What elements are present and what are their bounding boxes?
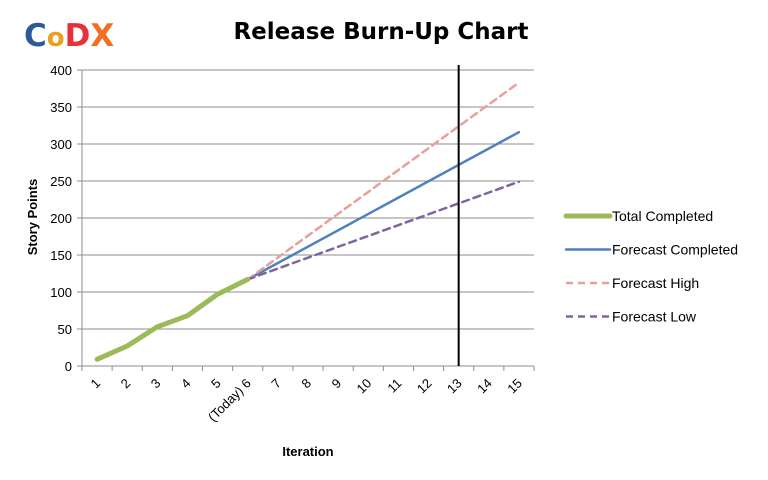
x-tick-label: 11 <box>384 376 404 396</box>
y-tick-label: 400 <box>50 63 72 78</box>
x-tick-label: 3 <box>148 376 164 392</box>
legend-label: Total Completed <box>612 208 713 224</box>
codx-logo: CoDX <box>24 18 114 54</box>
legend: Total Completed Forecast Completed Forecas… <box>563 208 738 325</box>
x-axis-title: Iteration <box>282 444 333 459</box>
x-tick-label: 12 <box>414 376 435 397</box>
x-tick-label: 7 <box>268 376 284 392</box>
x-tick-label: 8 <box>298 376 314 392</box>
y-tick-label: 150 <box>50 248 72 263</box>
y-tick-label: 250 <box>50 174 72 189</box>
series-lines <box>94 81 521 362</box>
y-tick-label: 100 <box>50 285 72 300</box>
y-tick-label: 200 <box>50 211 72 226</box>
gridlines <box>82 69 534 330</box>
y-tick-label: 350 <box>50 100 72 115</box>
logo-letter: C <box>24 18 47 54</box>
y-tick-label: 0 <box>65 359 72 374</box>
chart-title: Release Burn-Up Chart <box>233 19 528 45</box>
x-tick-label: 10 <box>354 376 375 397</box>
logo-letter: X <box>90 18 114 54</box>
series-line-forecast-low <box>246 180 521 281</box>
legend-label: Forecast High <box>612 275 699 291</box>
x-axis-ticks: 1 2 3 4 5(Today) 6 7 8 9 10 11 12 13 14 15 <box>81 366 535 424</box>
x-tick-label: 2 <box>118 376 134 392</box>
y-tick-label: 50 <box>58 322 72 337</box>
y-axis-title: Story Points <box>25 179 40 256</box>
legend-label: Forecast Completed <box>612 242 738 258</box>
x-tick-label: 14 <box>474 376 495 397</box>
x-tick-label: 5 <box>208 376 224 392</box>
x-tick-label: 15 <box>504 376 525 397</box>
x-tick-label: 13 <box>444 376 465 397</box>
logo-letter: D <box>65 18 91 54</box>
x-tick-label: 1 <box>87 376 103 392</box>
series-line-forecast-high <box>246 81 521 281</box>
y-axis-ticks: 0 50 100 150 200 250 300 350 400 <box>50 63 82 374</box>
y-tick-label: 300 <box>50 137 72 152</box>
series-line-forecast-completed <box>246 130 521 281</box>
logo-letter: o <box>47 23 65 53</box>
x-tick-label: 9 <box>329 376 345 392</box>
x-tick-label: 4 <box>178 376 194 392</box>
legend-label: Forecast Low <box>612 309 697 325</box>
series-line-total-completed <box>94 276 251 362</box>
